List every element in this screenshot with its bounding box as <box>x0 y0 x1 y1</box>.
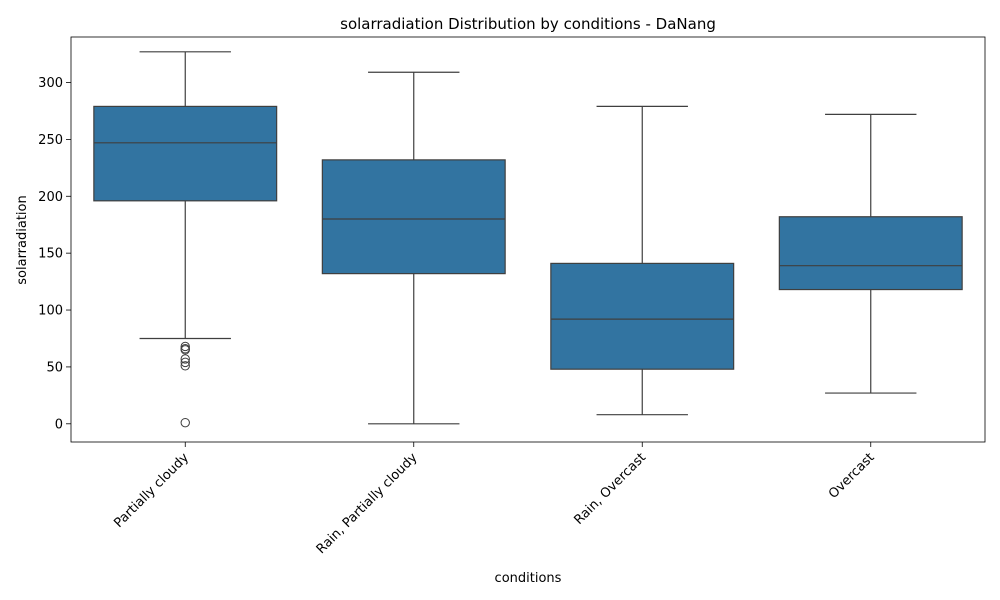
box-group <box>550 105 735 416</box>
y-tick-label: 200 <box>38 190 63 205</box>
y-tick-label: 100 <box>38 304 63 319</box>
box-iqr <box>550 262 735 370</box>
box-iqr <box>321 159 506 275</box>
outlier-point <box>180 417 190 428</box>
outlier-point <box>180 341 190 352</box>
outlier-point <box>180 361 190 371</box>
plot-frame <box>70 36 986 443</box>
y-tick-label: 300 <box>38 76 63 91</box>
box-iqr <box>93 105 278 202</box>
outlier-point <box>180 357 190 368</box>
plot-area: 0 50 100 150 200 250 300 Partially cloudy Rain, … <box>38 36 986 557</box>
box-iqr <box>778 216 963 291</box>
y-tick-label: 0 <box>55 417 63 432</box>
x-tick-label: Overcast <box>826 450 878 502</box>
box-group <box>778 113 963 394</box>
y-axis-label: solarradiation <box>15 195 30 284</box>
x-tick-label: Rain, Partially cloudy <box>314 450 421 557</box>
x-axis-label: conditions <box>495 571 562 586</box>
y-tick-label: 50 <box>46 360 63 375</box>
outlier-point <box>180 354 190 364</box>
y-tick-label: 250 <box>38 133 63 148</box>
outlier-point <box>180 345 190 355</box>
y-tick-label: 150 <box>38 247 63 262</box>
box-group <box>321 71 506 425</box>
chart-title: solarradiation Distribution by condition… <box>340 15 716 33</box>
x-tick-label: Rain, Overcast <box>571 450 649 528</box>
box-group <box>93 51 278 428</box>
x-tick-label: Partially cloudy <box>111 450 192 531</box>
